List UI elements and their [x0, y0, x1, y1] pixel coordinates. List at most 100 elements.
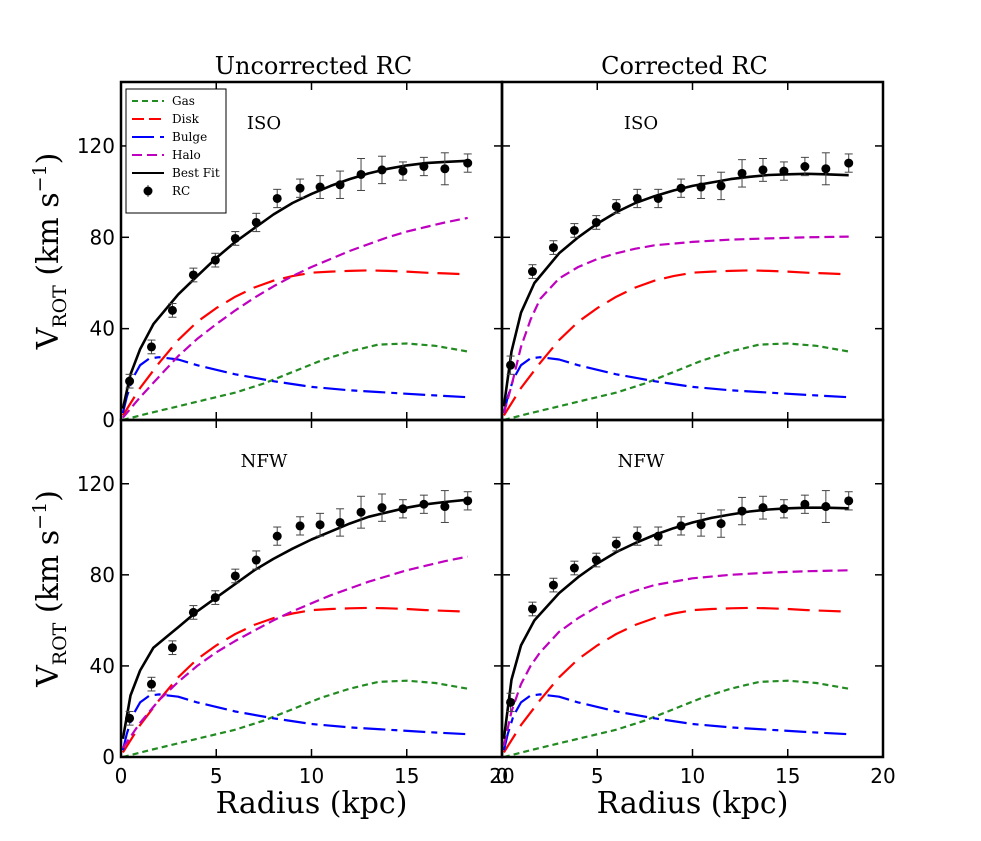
rc-point [315, 520, 325, 530]
rc-point [506, 697, 516, 707]
rc-point [611, 539, 621, 549]
disk-curve [121, 606, 468, 753]
panel-label: NFW [618, 451, 665, 472]
rc-point [800, 499, 810, 509]
rc-point [398, 166, 408, 176]
y-axis-label-v: V [31, 326, 66, 350]
panel-label: ISO [247, 113, 281, 134]
bulge-curve [502, 356, 849, 414]
best-fit-curve [121, 159, 468, 409]
x-tick-label: 0 [496, 764, 509, 788]
legend-halo-label: Halo [172, 148, 201, 162]
rc-point [611, 201, 621, 211]
rc-point [569, 563, 579, 573]
y-axis-label-v: V [31, 664, 66, 688]
rc-point [272, 531, 282, 541]
bulge-curve [121, 693, 468, 751]
rc-point [230, 233, 240, 243]
x-tick-label: 0 [115, 764, 128, 788]
disk-curve [502, 269, 849, 416]
rc-point [779, 166, 789, 176]
rc-point [251, 555, 261, 565]
rc-point [737, 168, 747, 178]
y-axis-label-unit: (km s [31, 530, 66, 623]
legend-bulge-label: Bulge [172, 130, 207, 144]
rc-point [440, 502, 450, 512]
halo-curve [122, 216, 468, 419]
gas-curve [503, 342, 849, 422]
y-axis-label-sub: ROT [49, 622, 71, 665]
legend-frame [125, 88, 227, 214]
disk-curve [502, 606, 849, 753]
rc-point [821, 164, 831, 174]
rc-point [676, 521, 686, 531]
rc-point [188, 607, 198, 617]
legend-gas-label: Gas [172, 94, 195, 108]
rc-point [569, 225, 579, 235]
x-tick-label: 20 [870, 764, 895, 788]
best-fit-curve [502, 506, 849, 739]
y-axis-label-sub: ROT [49, 285, 71, 328]
rc-point [737, 506, 747, 516]
rc-point [716, 519, 726, 529]
disk-curve [121, 269, 468, 416]
halo-curve [121, 555, 468, 749]
gas-curve [122, 679, 468, 759]
y-axis-label-exp: −1 [29, 502, 51, 530]
best-fit-curve [121, 498, 468, 740]
rc-point [653, 531, 663, 541]
rc-point [800, 162, 810, 171]
column-title: Uncorrected RC [215, 52, 412, 80]
rc-point [210, 593, 220, 603]
y-axis-label: VROT (km s−1) [29, 153, 71, 351]
rc-point [210, 255, 220, 265]
legend: Gas Disk Bulge Halo Best Fit RC [125, 88, 227, 214]
rc-point [632, 193, 642, 203]
rc-point [377, 165, 387, 175]
panel-frame [500, 80, 885, 422]
rc-point [295, 521, 305, 531]
rc-point [440, 164, 450, 174]
rc-point [463, 158, 473, 168]
rc-point [758, 503, 768, 513]
bulge-curve [502, 693, 849, 751]
rc-point [335, 517, 345, 527]
x-tick-label: 10 [680, 764, 705, 788]
x-axis-label: Radius (kpc) [216, 786, 408, 821]
rc-point [696, 520, 706, 530]
rc-point [272, 193, 282, 203]
y-tick-label: 40 [90, 317, 115, 341]
rc-point [125, 713, 135, 723]
y-axis-label-close: ) [31, 153, 66, 165]
column-title: Corrected RC [601, 52, 768, 80]
y-tick-label: 0 [102, 408, 115, 432]
y-tick-label: 80 [90, 225, 115, 249]
rc-point [676, 183, 686, 193]
y-axis-label-unit: (km s [31, 192, 66, 285]
panel-label: ISO [624, 113, 658, 134]
panel-corrected-iso: ISO [500, 80, 885, 422]
x-tick-label: 5 [591, 764, 604, 788]
rc-point [591, 555, 601, 565]
rc-point [315, 182, 325, 192]
rc-point [188, 270, 198, 280]
rc-point [506, 360, 516, 370]
rc-point [146, 342, 156, 352]
y-axis-label: VROT (km s−1) [29, 490, 71, 688]
rc-point [167, 643, 177, 653]
gas-curve [503, 679, 849, 759]
rc-point [419, 162, 429, 171]
rc-point [527, 267, 537, 277]
x-tick-label: 10 [299, 764, 324, 788]
y-axis-label-close: ) [31, 490, 66, 502]
rc-point [696, 182, 706, 192]
rc-point [758, 165, 768, 175]
y-tick-label: 120 [77, 134, 115, 158]
rc-point [716, 181, 726, 191]
panel-corrected-nfw: NFW [500, 418, 885, 759]
x-tick-label: 15 [394, 764, 419, 788]
rc-point [356, 169, 366, 179]
rc-point [591, 217, 601, 227]
rc-point [548, 580, 558, 590]
